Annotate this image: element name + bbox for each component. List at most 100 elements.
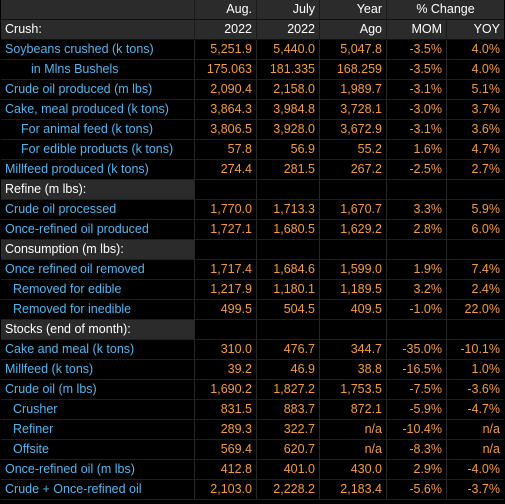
cell-aug: 39.2 — [194, 360, 256, 380]
cell-aug: 2,103.0 — [194, 480, 256, 500]
cell-aug: 5,251.9 — [194, 40, 256, 60]
cell-yr: 872.1 — [319, 400, 386, 420]
cell-aug: 1,717.4 — [194, 260, 256, 280]
section-blank-cell — [386, 320, 446, 340]
table-row: Crude oil processed 1,770.0 1,713.3 1,670.7… — [1, 200, 504, 220]
cell-yr: n/a — [319, 420, 386, 440]
row-label: Cake and meal (k tons) — [1, 340, 194, 360]
section-blank-cell — [319, 180, 386, 200]
section-header-row: Stocks (end of month): — [1, 320, 504, 340]
cell-jul: 504.5 — [256, 300, 319, 320]
row-label: Once-refined oil (m lbs) — [1, 460, 194, 480]
table-row: Soybeans crushed (k tons) 5,251.9 5,440.0 5… — [1, 40, 504, 60]
table-row: Millfeed (k tons) 39.2 46.9 38.8 -16.5% 1.0% — [1, 360, 504, 380]
cell-yr: n/a — [319, 440, 386, 460]
cell-yr: 409.5 — [319, 300, 386, 320]
section-blank-cell — [256, 240, 319, 260]
cell-mom: -3.5% — [386, 60, 446, 80]
cell-yr: 168.259 — [319, 60, 386, 80]
section-blank-cell — [256, 320, 319, 340]
section-label: Stocks (end of month): — [1, 320, 194, 340]
cell-yoy: 2.7% — [446, 160, 504, 180]
table-row: Removed for edible 1,217.9 1,180.1 1,189.5 3… — [1, 280, 504, 300]
section-header-row: Refine (m lbs): — [1, 180, 504, 200]
table-row: Cake and meal (k tons) 310.0 476.7 344.7 -35… — [1, 340, 504, 360]
cell-yr: 55.2 — [319, 140, 386, 160]
cell-jul: 1,713.3 — [256, 200, 319, 220]
cell-yr: 1,189.5 — [319, 280, 386, 300]
header-mom: MOM — [386, 20, 446, 40]
cell-aug: 274.4 — [194, 160, 256, 180]
section-blank-cell — [194, 240, 256, 260]
header-yoy: YOY — [446, 20, 504, 40]
cell-mom: -3.0% — [386, 100, 446, 120]
section-blank-cell — [256, 180, 319, 200]
row-label: Crude oil processed — [1, 200, 194, 220]
cell-jul: 181.335 — [256, 60, 319, 80]
cell-yoy: 5.1% — [446, 80, 504, 100]
cell-yr: 267.2 — [319, 160, 386, 180]
cell-mom: -7.5% — [386, 380, 446, 400]
table-row: Offsite 569.4 620.7 n/a -8.3% n/a — [1, 440, 504, 460]
cell-jul: 1,684.6 — [256, 260, 319, 280]
cell-mom: -3.5% — [386, 40, 446, 60]
cell-yoy: -4.7% — [446, 400, 504, 420]
cell-aug: 1,690.2 — [194, 380, 256, 400]
row-label: Crude oil produced (m lbs) — [1, 80, 194, 100]
cell-aug: 1,770.0 — [194, 200, 256, 220]
cell-yr: 1,599.0 — [319, 260, 386, 280]
table-row: Crude oil (m lbs) 1,690.2 1,827.2 1,753.5 -7… — [1, 380, 504, 400]
cell-mom: 3.2% — [386, 280, 446, 300]
section-blank-cell — [446, 180, 504, 200]
cell-aug: 569.4 — [194, 440, 256, 460]
cell-yoy: 3.6% — [446, 120, 504, 140]
table-row: Crusher 831.5 883.7 872.1 -5.9% -4.7% — [1, 400, 504, 420]
cell-yoy: -4.0% — [446, 460, 504, 480]
cell-mom: -8.3% — [386, 440, 446, 460]
table-row: Millfeed produced (k tons) 274.4 281.5 267.… — [1, 160, 504, 180]
cell-yr: 3,728.1 — [319, 100, 386, 120]
cell-jul: 3,928.0 — [256, 120, 319, 140]
table-row: in Mlns Bushels 175.063 181.335 168.259 -3.5… — [1, 60, 504, 80]
cell-yr: 3,672.9 — [319, 120, 386, 140]
table-row: Removed for inedible 499.5 504.5 409.5 -1.0%… — [1, 300, 504, 320]
header-july: July — [256, 0, 319, 20]
cell-yoy: n/a — [446, 420, 504, 440]
cell-aug: 310.0 — [194, 340, 256, 360]
section-blank-cell — [386, 240, 446, 260]
section-blank-cell — [194, 180, 256, 200]
section-blank-cell — [446, 240, 504, 260]
cell-jul: 1,680.5 — [256, 220, 319, 240]
cell-mom: 2.8% — [386, 220, 446, 240]
cell-yoy: 4.0% — [446, 60, 504, 80]
header-row-2: Crush: 2022 2022 Ago MOM YOY — [1, 20, 504, 40]
row-label: Cake, meal produced (k tons) — [1, 100, 194, 120]
row-label: Once refined oil removed — [1, 260, 194, 280]
cell-aug: 831.5 — [194, 400, 256, 420]
header-aug-year: 2022 — [194, 20, 256, 40]
cell-mom: 1.9% — [386, 260, 446, 280]
cell-yoy: 4.0% — [446, 40, 504, 60]
section-label: Consumption (m lbs): — [1, 240, 194, 260]
cell-jul: 281.5 — [256, 160, 319, 180]
table-row: Crude oil produced (m lbs) 2,090.4 2,158.0… — [1, 80, 504, 100]
table-row: Once-refined oil produced 1,727.1 1,680.5 1… — [1, 220, 504, 240]
cell-yoy: 7.4% — [446, 260, 504, 280]
row-label: Crusher — [1, 400, 194, 420]
cell-yr: 344.7 — [319, 340, 386, 360]
cell-mom: -16.5% — [386, 360, 446, 380]
cell-jul: 2,228.2 — [256, 480, 319, 500]
cell-yoy: 1.0% — [446, 360, 504, 380]
row-label: For animal feed (k tons) — [1, 120, 194, 140]
row-label: Removed for edible — [1, 280, 194, 300]
row-label: in Mlns Bushels — [1, 60, 194, 80]
header-crush: Crush: — [1, 20, 194, 40]
cell-aug: 1,217.9 — [194, 280, 256, 300]
cell-yoy: 22.0% — [446, 300, 504, 320]
cell-aug: 3,864.3 — [194, 100, 256, 120]
row-label: Offsite — [1, 440, 194, 460]
cell-jul: 3,984.8 — [256, 100, 319, 120]
cell-mom: -5.6% — [386, 480, 446, 500]
